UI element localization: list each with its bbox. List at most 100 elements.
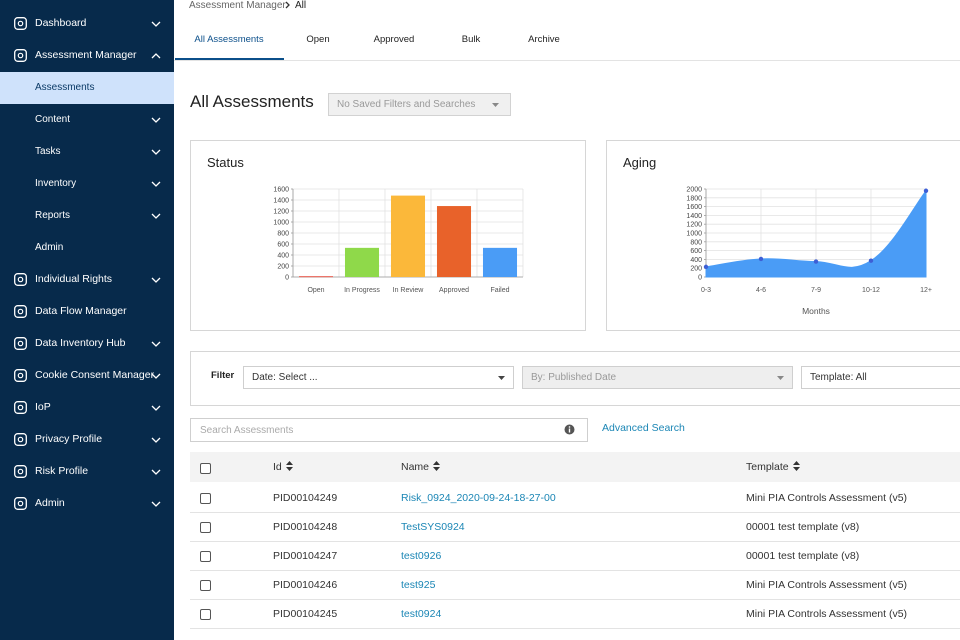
nav-sublabel: Content (35, 114, 71, 125)
nav-icon-dot (17, 404, 24, 411)
tab[interactable]: All Assessments (194, 34, 264, 45)
nav-item[interactable]: Data Inventory Hub (0, 328, 174, 360)
y-tick-label: 1600 (686, 204, 702, 211)
breadcrumb[interactable]: Assessment Manager (189, 0, 286, 11)
published-date-select[interactable]: By: Published Date (522, 366, 793, 389)
chevron (151, 149, 161, 155)
chevron-path (285, 1, 290, 9)
nav-subitem[interactable]: Reports (0, 200, 174, 232)
nav-icon-shape (14, 337, 27, 350)
nav-subitem[interactable]: Inventory (0, 168, 174, 200)
nav-item[interactable]: Data Flow Manager (0, 296, 174, 328)
nav-icon-shape (14, 273, 27, 286)
nav-item[interactable]: Privacy Profile (0, 424, 174, 456)
table-cell: Mini PIA Controls Assessment (v5) (746, 492, 908, 504)
sort-down (433, 467, 441, 471)
chevron-path (151, 501, 161, 507)
x-axis-label: Months (802, 306, 830, 316)
nav-label: Risk Profile (35, 465, 89, 477)
column-header[interactable]: Id (273, 461, 282, 473)
x-tick-label: In Progress (344, 287, 380, 294)
nav-item[interactable]: Risk Profile (0, 456, 174, 488)
sort-down (792, 467, 800, 471)
nav-icon-dot (17, 52, 24, 59)
tab[interactable]: Open (306, 34, 330, 45)
nav-icon-shape (14, 401, 27, 414)
bar (482, 247, 518, 277)
nav-icon-dot (17, 308, 24, 315)
tab[interactable]: Approved (373, 34, 415, 45)
table-cell: Mini PIA Controls Assessment (v5) (746, 608, 908, 620)
chevron (151, 501, 161, 507)
checkbox[interactable] (200, 580, 211, 591)
chart-title: Status (207, 155, 244, 170)
chevron-path (151, 437, 161, 443)
sort-icon (285, 461, 293, 471)
chevron-path (151, 277, 161, 283)
tab[interactable]: Bulk (461, 34, 481, 45)
search-input[interactable]: Search Assessments (190, 418, 588, 442)
nav-item[interactable]: Dashboard (0, 8, 174, 40)
nav-sublabel: Inventory (35, 178, 77, 189)
chevron-path (151, 213, 161, 219)
tab[interactable]: Archive (528, 34, 560, 45)
assessment-link[interactable]: test0924 (401, 608, 442, 620)
point (923, 188, 929, 193)
point (868, 258, 874, 263)
nav-icon (14, 17, 27, 30)
saved-filters[interactable]: No Saved Filters and Searches (328, 93, 511, 116)
y-tick-label: 1200 (273, 209, 289, 216)
template-select[interactable]: Template: All (801, 366, 960, 389)
nav-label: IoP (35, 401, 51, 413)
table-cell: PID00104249 (273, 492, 338, 504)
nav-subitem[interactable]: Tasks (0, 136, 174, 168)
y-tick-label: 1400 (686, 213, 702, 220)
nav-sublabel: Tasks (35, 146, 61, 157)
bar (390, 195, 426, 277)
nav-icon-dot (17, 276, 24, 283)
checkbox[interactable] (200, 522, 211, 533)
nav-item[interactable]: Admin (0, 488, 174, 520)
chevron-path (151, 341, 161, 347)
y-tick-label: 1200 (686, 222, 702, 229)
nav-item[interactable]: Individual Rights (0, 264, 174, 296)
nav-subitem[interactable]: Content (0, 104, 174, 136)
bar (298, 276, 334, 278)
assessment-link[interactable]: Risk_0924_2020-09-24-18-27-00 (401, 492, 556, 504)
chevron (285, 1, 290, 9)
nav-item[interactable]: Cookie Consent Manager (0, 360, 174, 392)
x-tick-label: In Review (393, 287, 425, 294)
date-select[interactable]: Date: Select ... (243, 366, 514, 389)
assessment-link[interactable]: test0926 (401, 550, 442, 562)
sort-icon (792, 461, 800, 471)
nav-item[interactable]: Assessment Manager (0, 40, 174, 72)
nav-label: Cookie Consent Manager (35, 369, 155, 381)
nav-icon (14, 337, 27, 350)
checkbox[interactable] (200, 551, 211, 562)
area (705, 189, 927, 278)
nav-icon-shape (14, 433, 27, 446)
checkbox[interactable] (200, 609, 211, 620)
nav-icon-dot (17, 436, 24, 443)
x-tick-label: 0-3 (701, 287, 711, 294)
nav-icon-shape (14, 305, 27, 318)
chevron (151, 181, 161, 187)
chevron-path (151, 149, 161, 155)
assessment-link[interactable]: test925 (401, 579, 436, 591)
nav-icon-dot (17, 468, 24, 475)
checkbox[interactable] (200, 463, 211, 474)
nav-subitem-active[interactable]: Assessments (0, 72, 174, 104)
nav-sublabel: Reports (35, 210, 71, 221)
nav-subitem[interactable]: Admin (0, 232, 174, 264)
advanced-search-link[interactable]: Advanced Search (602, 422, 685, 434)
info-dot (568, 426, 571, 428)
chevron-path (151, 373, 161, 379)
x-tick-label: 10-12 (862, 287, 880, 294)
nav-item[interactable]: IoP (0, 392, 174, 424)
column-header[interactable]: Name (401, 461, 430, 473)
checkbox[interactable] (200, 493, 211, 504)
assessment-link[interactable]: TestSYS0924 (401, 521, 465, 533)
column-header[interactable]: Template (746, 461, 789, 473)
